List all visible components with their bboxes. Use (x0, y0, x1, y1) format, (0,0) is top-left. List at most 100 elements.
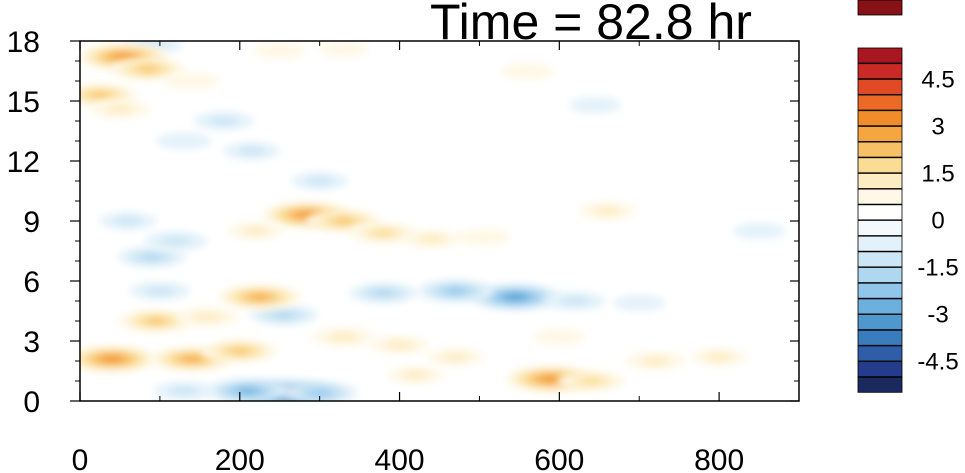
contour-feature (117, 309, 194, 333)
contour-level (533, 328, 586, 346)
contour-level (230, 348, 250, 354)
contour-level (253, 42, 306, 60)
contour-level (160, 236, 192, 246)
colorbar-box (857, 345, 903, 362)
contour-feature (193, 111, 254, 131)
contour-level (208, 116, 239, 126)
contour-level (401, 370, 430, 380)
contour-feature (281, 381, 358, 401)
contour-level (305, 176, 334, 186)
contour-feature (569, 96, 622, 114)
contour-feature (417, 279, 494, 303)
contour-level (733, 222, 786, 240)
contour-level (384, 340, 415, 350)
y-tick-label: 0 (23, 386, 40, 419)
contour-level (441, 352, 470, 362)
contour-level (183, 356, 201, 362)
contour-feature (227, 222, 285, 240)
x-tick-label: 0 (72, 444, 89, 473)
colorbar-box (857, 173, 903, 189)
contour-level (445, 288, 465, 294)
y-tick-label: 18 (7, 26, 40, 59)
contour-feature (318, 41, 369, 57)
contour-feature (129, 281, 190, 301)
contour-feature (690, 348, 748, 366)
contour-level (192, 312, 224, 322)
contour-feature (349, 282, 418, 304)
contour-level (372, 289, 395, 297)
x-tick-label: 600 (534, 444, 584, 473)
colorbar-box (857, 126, 903, 142)
colorbar-box (857, 110, 903, 127)
contour-feature (144, 231, 208, 251)
contour-level (310, 390, 330, 396)
contour-feature (557, 370, 626, 392)
contour-level (116, 54, 132, 60)
contour-level (593, 206, 622, 216)
contour-level (251, 294, 269, 300)
contour-level (144, 286, 175, 296)
contour-level (500, 62, 555, 80)
y-axis: 0 3 6 9 12 15 18 (7, 26, 799, 419)
y-tick-label: 3 (23, 326, 40, 359)
contour-feature (500, 62, 555, 80)
contour-level (372, 229, 395, 237)
colorbar-label: 3 (931, 113, 944, 140)
contour-level (543, 376, 560, 382)
y-tick-label: 15 (7, 86, 40, 119)
contour-feature (625, 351, 686, 371)
contour-level (334, 218, 354, 224)
contour-level (579, 377, 603, 385)
contour-level (569, 96, 622, 114)
contour-level (327, 332, 360, 342)
contour-level (104, 356, 120, 362)
contour-level (272, 311, 296, 319)
colorbar-box (857, 157, 903, 174)
contour-level (168, 386, 199, 396)
contour-feature (80, 83, 138, 107)
contour-level (146, 318, 166, 324)
contour-feature (164, 72, 220, 90)
contour-feature (223, 142, 281, 160)
colorbar-box (857, 220, 903, 236)
colorbar-label: 1.5 (921, 161, 954, 188)
contour-level (241, 226, 270, 236)
contour-level (456, 228, 511, 246)
plot-background (80, 41, 799, 401)
contour-feature (578, 202, 636, 220)
contour-field (80, 41, 786, 401)
contour-feature (89, 99, 150, 119)
contour-feature (312, 327, 376, 347)
contour-feature (349, 222, 418, 244)
x-tick-label: 200 (215, 444, 265, 473)
colorbar-box (857, 188, 903, 205)
contour-level (507, 294, 524, 300)
contour-level (416, 234, 447, 244)
contour-level (704, 352, 734, 362)
contour-feature (401, 229, 462, 249)
colorbar-label: 0 (931, 208, 944, 235)
contour-feature (117, 246, 186, 268)
contour-feature (456, 228, 511, 246)
colorbar-box (857, 204, 903, 221)
colorbar-label: 4.5 (921, 66, 954, 93)
colorbar-box (857, 141, 903, 158)
colorbar-box (857, 47, 903, 64)
contour-feature (99, 212, 157, 230)
contour-level (164, 72, 220, 90)
contour-level (140, 253, 164, 261)
contour-feature (153, 381, 214, 401)
colorbar-box (857, 78, 903, 95)
x-tick-label: 800 (694, 444, 744, 473)
contour-feature (176, 307, 240, 327)
x-axis: 0 200 400 600 800 (72, 41, 744, 473)
plot-area: 0 200 400 600 800 0 3 6 9 12 15 18 (7, 26, 800, 473)
colorbar-box (857, 94, 903, 111)
colorbar-box (857, 267, 903, 283)
contour-level (104, 104, 135, 114)
contour-level (613, 294, 666, 312)
colorbar-box (857, 298, 903, 315)
contour-feature (545, 291, 606, 311)
contour-level (239, 388, 257, 394)
